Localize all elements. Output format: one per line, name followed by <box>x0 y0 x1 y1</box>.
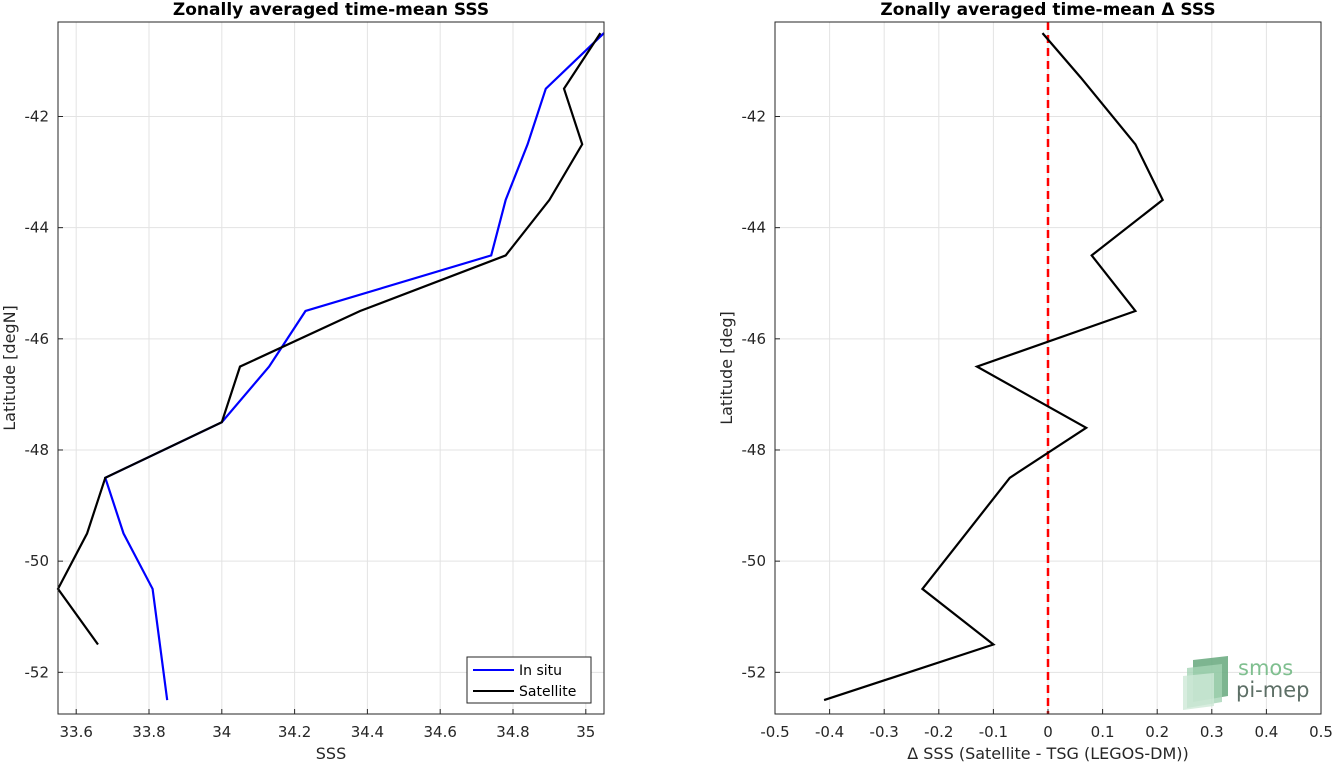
x-tick-label: 35 <box>576 723 595 741</box>
series-line-satellite <box>56 32 602 646</box>
x-axis-label-left: SSS <box>316 744 346 763</box>
y-tick-label: -44 <box>25 219 50 237</box>
legend-label-in-situ: In situ <box>519 663 562 679</box>
y-tick-label: -46 <box>742 330 767 348</box>
chart-left: 33.6 33.8 34 34.2 34.4 34.6 34.8 35 -52 -50 -48 -46… <box>0 0 605 763</box>
x-tick-label: 33.8 <box>132 723 165 741</box>
y-tick-label: -48 <box>25 441 50 459</box>
grid-left <box>58 22 604 714</box>
y-tick-label: -52 <box>25 663 50 681</box>
series-line-in-situ <box>103 32 605 701</box>
legend-box <box>466 656 592 704</box>
y-tick-label: -42 <box>742 107 767 125</box>
y-tick-label: -52 <box>742 663 767 681</box>
logo-text-pi-mep: pi-mep <box>1236 678 1309 702</box>
x-tick-label: 33.6 <box>59 723 92 741</box>
x-tick-label: 0.1 <box>1091 723 1115 741</box>
chart-right: -0.5 -0.4 -0.3 -0.2 -0.1 0 0.1 0.2 0.3 0.4 0.5 -52 -… <box>717 0 1333 763</box>
x-tick-label: -0.4 <box>815 723 844 741</box>
x-tick-label: -0.3 <box>870 723 899 741</box>
y-axis-label-right: Latitude [deg] <box>717 311 736 425</box>
x-tick-label: 0.2 <box>1145 723 1169 741</box>
x-tick-label: 34.4 <box>351 723 384 741</box>
x-tick-label: 0.3 <box>1200 723 1224 741</box>
x-tick-label: 34 <box>212 723 231 741</box>
y-tick-label: -50 <box>25 552 50 570</box>
plot-area-left <box>58 22 604 714</box>
x-tick-label: -0.5 <box>760 723 789 741</box>
x-tick-label: 34.6 <box>423 723 456 741</box>
x-tick-label: 0 <box>1043 723 1053 741</box>
y-tick-label: -50 <box>742 552 767 570</box>
y-tick-label: -46 <box>25 330 50 348</box>
series-right <box>823 22 1165 714</box>
chart-title-right: Zonally averaged time-mean Δ SSS <box>880 0 1215 20</box>
x-axis-label-right: Δ SSS (Satellite - TSG (LEGOS-DM)) <box>907 744 1189 763</box>
series-left <box>56 32 605 701</box>
x-tick-label: 0.5 <box>1309 723 1333 741</box>
series-line-delta <box>823 32 1165 702</box>
ticks-right: -0.5 -0.4 -0.3 -0.2 -0.1 0 0.1 0.2 0.3 0.4 0.5 -52 -… <box>742 107 1333 741</box>
axes-box-left <box>57 21 605 715</box>
y-tick-label: -44 <box>742 219 767 237</box>
logo-graphic-icon <box>1183 656 1228 710</box>
y-axis-label-left: Latitude [degN] <box>0 305 19 431</box>
x-tick-label: -0.2 <box>924 723 953 741</box>
y-tick-label: -42 <box>25 107 50 125</box>
x-tick-label: 34.2 <box>278 723 311 741</box>
chart-title-left: Zonally averaged time-mean SSS <box>173 0 489 20</box>
legend-label-satellite: Satellite <box>519 684 576 700</box>
logo-text-smos: smos <box>1238 656 1293 680</box>
ticks-left: 33.6 33.8 34 34.2 34.4 34.6 34.8 35 -52 -50 -48 -46… <box>25 107 596 741</box>
x-tick-label: -0.1 <box>979 723 1008 741</box>
y-tick-label: -48 <box>742 441 767 459</box>
x-tick-label: 34.8 <box>496 723 529 741</box>
smos-pi-mep-logo: smos pi-mep <box>1183 656 1309 710</box>
x-tick-label: 0.4 <box>1254 723 1278 741</box>
legend: In situ Satellite <box>466 656 592 704</box>
